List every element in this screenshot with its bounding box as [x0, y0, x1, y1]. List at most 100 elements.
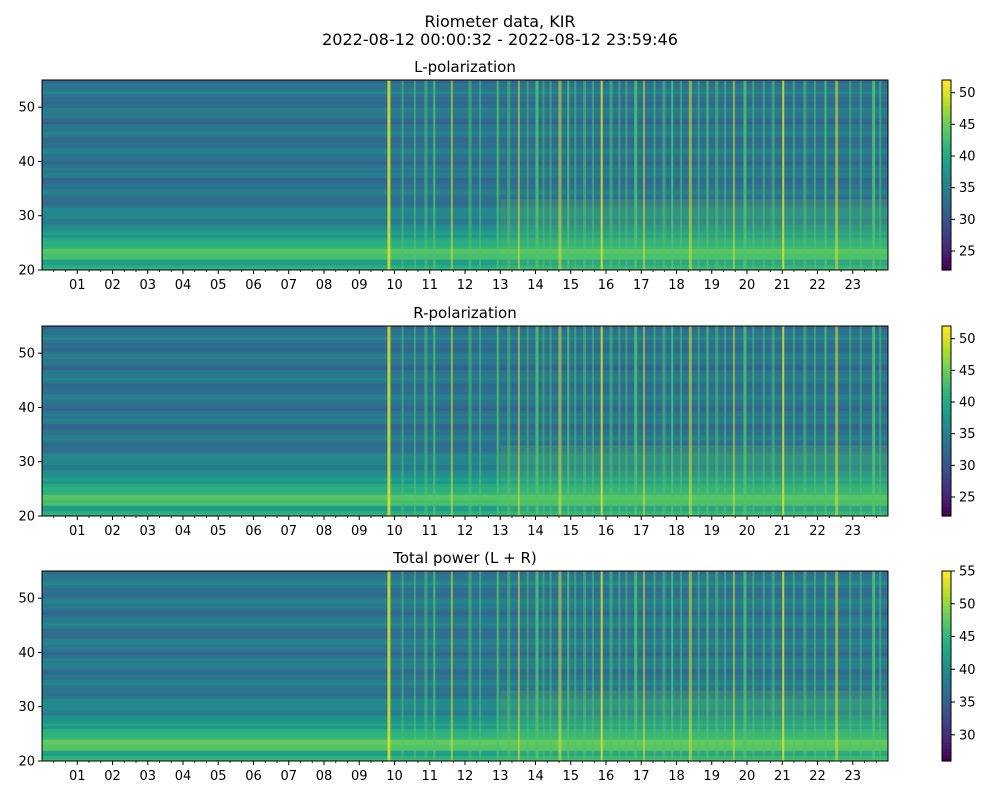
y-tick-label: 30: [18, 209, 35, 224]
x-tick-label: 12: [457, 278, 474, 293]
x-tick-label: 18: [668, 524, 685, 539]
x-tick-label: 11: [421, 769, 438, 784]
panel-title: Total power (L + R): [392, 549, 537, 567]
x-tick-label: 19: [703, 524, 720, 539]
x-tick-label: 11: [421, 278, 438, 293]
x-tick-label: 18: [668, 278, 685, 293]
x-tick-label: 17: [633, 524, 650, 539]
colorbar-tick-label: 50: [959, 597, 976, 612]
y-tick-label: 40: [18, 155, 35, 170]
panel-3: Total power (L + R) 20 30 40 50 01 02 03 04 05 06 0…: [18, 549, 975, 784]
colorbar-tick-label: 30: [959, 728, 976, 743]
colorbar-tick-label: 40: [959, 150, 976, 165]
x-tick-label: 14: [527, 278, 544, 293]
x-tick-label: 10: [386, 524, 403, 539]
colorbar: 25 30 35 40 45 50: [941, 79, 976, 271]
y-tick-label: 50: [18, 101, 35, 116]
colorbar-tick-label: 50: [959, 332, 976, 347]
x-tick-label: 23: [844, 769, 861, 784]
x-tick-label: 16: [598, 769, 615, 784]
y-tick-label: 20: [18, 755, 35, 770]
colorbar: 30 35 40 45 50 55: [941, 565, 976, 762]
x-tick-label: 06: [245, 278, 262, 293]
x-tick-label: 15: [562, 524, 579, 539]
x-tick-label: 16: [598, 524, 615, 539]
x-tick-label: 23: [844, 278, 861, 293]
x-tick-label: 16: [598, 278, 615, 293]
x-tick-label: 21: [774, 769, 791, 784]
heatmap-image: [42, 326, 888, 516]
colorbar-tick-label: 55: [959, 565, 976, 580]
x-tick-label: 21: [774, 278, 791, 293]
x-tick-label: 04: [175, 524, 192, 539]
x-tick-label: 05: [210, 524, 227, 539]
x-tick-label: 22: [809, 524, 826, 539]
colorbar-tick-label: 35: [959, 696, 976, 711]
x-tick-label: 14: [527, 524, 544, 539]
x-tick-label: 09: [351, 769, 368, 784]
x-tick-label: 03: [139, 524, 156, 539]
colorbar-tick-label: 40: [959, 663, 976, 678]
y-tick-label: 40: [18, 646, 35, 661]
x-tick-label: 19: [703, 278, 720, 293]
x-tick-label: 22: [809, 769, 826, 784]
x-tick-label: 13: [492, 769, 509, 784]
colorbar-tick-label: 45: [959, 630, 976, 645]
y-tick-label: 30: [18, 455, 35, 470]
x-tick-label: 02: [104, 769, 121, 784]
x-tick-label: 07: [280, 524, 297, 539]
x-tick-label: 08: [316, 524, 333, 539]
heatmap-image: [42, 571, 888, 761]
figure-subtitle: 2022-08-12 00:00:32 - 2022-08-12 23:59:4…: [322, 30, 678, 49]
x-tick-label: 20: [739, 524, 756, 539]
x-tick-label: 09: [351, 278, 368, 293]
panel-title: L-polarization: [414, 58, 516, 76]
x-tick-label: 14: [527, 769, 544, 784]
x-tick-label: 15: [562, 769, 579, 784]
x-tick-label: 18: [668, 769, 685, 784]
x-tick-label: 10: [386, 278, 403, 293]
x-tick-label: 11: [421, 524, 438, 539]
heatmap-image: [42, 80, 888, 270]
x-tick-label: 06: [245, 524, 262, 539]
x-tick-label: 03: [139, 278, 156, 293]
x-tick-label: 19: [703, 769, 720, 784]
colorbar-tick-label: 50: [959, 86, 976, 101]
x-tick-label: 08: [316, 769, 333, 784]
x-tick-label: 22: [809, 278, 826, 293]
x-tick-label: 01: [69, 524, 86, 539]
x-tick-label: 07: [280, 769, 297, 784]
x-tick-label: 20: [739, 769, 756, 784]
colorbar: 25 30 35 40 45 50: [941, 325, 976, 517]
panel-title: R-polarization: [413, 304, 516, 322]
y-tick-label: 50: [18, 592, 35, 607]
x-tick-label: 04: [175, 769, 192, 784]
x-tick-label: 21: [774, 524, 791, 539]
x-tick-label: 23: [844, 524, 861, 539]
x-tick-label: 10: [386, 769, 403, 784]
figure-title: Riometer data, KIR: [424, 12, 575, 31]
y-tick-label: 40: [18, 401, 35, 416]
y-tick-label: 20: [18, 264, 35, 279]
x-tick-label: 01: [69, 769, 86, 784]
x-tick-label: 12: [457, 524, 474, 539]
x-tick-label: 09: [351, 524, 368, 539]
y-tick-label: 50: [18, 347, 35, 362]
x-tick-label: 05: [210, 278, 227, 293]
x-tick-label: 08: [316, 278, 333, 293]
y-tick-label: 30: [18, 700, 35, 715]
x-tick-label: 02: [104, 524, 121, 539]
colorbar-tick-label: 40: [959, 396, 976, 411]
x-tick-label: 02: [104, 278, 121, 293]
y-tick-label: 20: [18, 510, 35, 525]
x-tick-label: 15: [562, 278, 579, 293]
colorbar-tick-label: 25: [959, 245, 976, 260]
colorbar-tick-label: 35: [959, 181, 976, 196]
x-tick-label: 13: [492, 524, 509, 539]
panel-1: L-polarization 20 30 40 50 01 02 03 04 05 06 07 08 09…: [18, 58, 975, 293]
colorbar-tick-label: 30: [959, 213, 976, 228]
x-tick-label: 13: [492, 278, 509, 293]
x-tick-label: 17: [633, 278, 650, 293]
x-tick-label: 17: [633, 769, 650, 784]
